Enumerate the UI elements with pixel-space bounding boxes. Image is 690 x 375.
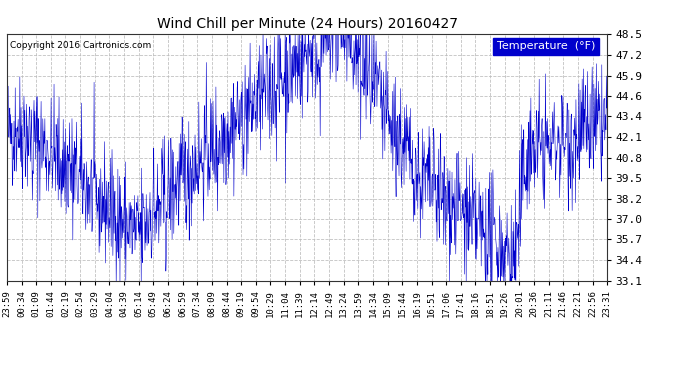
Text: Temperature  (°F): Temperature (°F)	[497, 41, 595, 51]
Text: Copyright 2016 Cartronics.com: Copyright 2016 Cartronics.com	[10, 41, 151, 50]
Title: Wind Chill per Minute (24 Hours) 20160427: Wind Chill per Minute (24 Hours) 2016042…	[157, 17, 457, 31]
